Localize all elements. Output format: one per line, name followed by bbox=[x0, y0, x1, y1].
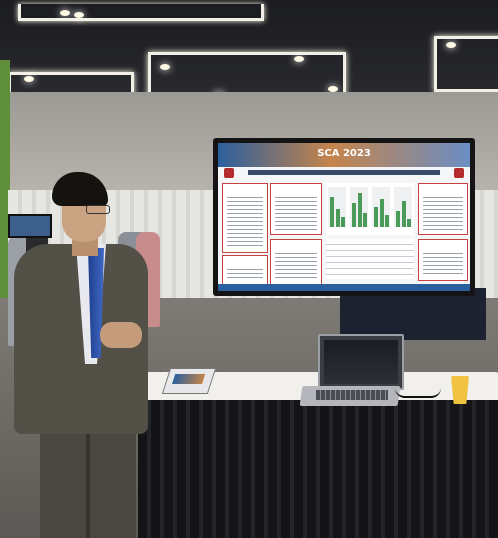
poster-table bbox=[326, 239, 414, 279]
crest-icon bbox=[224, 168, 234, 178]
poster-title-bar bbox=[248, 170, 440, 175]
ceiling-lamp bbox=[74, 12, 84, 18]
poster-section bbox=[418, 239, 468, 281]
background-monitor bbox=[8, 214, 52, 238]
laptop-screen bbox=[318, 334, 404, 390]
poster-footer bbox=[218, 284, 470, 291]
laptop-keyboard bbox=[316, 390, 388, 400]
poster-screen: SCA 2023 bbox=[218, 143, 470, 291]
ceiling-light-frame bbox=[18, 4, 264, 21]
ceiling-lamp bbox=[160, 64, 170, 70]
ceiling-light-frame bbox=[434, 36, 498, 92]
ceiling-lamp bbox=[24, 76, 34, 82]
presentation-monitor: SCA 2023 bbox=[213, 138, 475, 296]
presenter-hands bbox=[100, 322, 142, 348]
presenter-glasses bbox=[86, 205, 110, 214]
coffee-cup bbox=[451, 376, 469, 404]
presenter-hair bbox=[52, 172, 108, 206]
poster-section bbox=[270, 239, 322, 285]
laptop-cable bbox=[395, 388, 441, 398]
poster-section bbox=[222, 183, 268, 253]
poster-section bbox=[222, 255, 268, 285]
banner-title: SCA 2023 bbox=[317, 148, 371, 159]
monitor-stand bbox=[340, 288, 486, 340]
ceiling-lamp bbox=[328, 86, 338, 92]
ceiling-lamp bbox=[294, 56, 304, 62]
green-wall-panel bbox=[0, 60, 10, 300]
table-skirt bbox=[138, 400, 498, 538]
crest-icon bbox=[454, 168, 464, 178]
poster-section bbox=[270, 183, 322, 235]
poster-section bbox=[418, 183, 468, 235]
poster-charts bbox=[326, 183, 414, 235]
ceiling-lamp bbox=[60, 10, 70, 16]
ceiling-lamp bbox=[446, 42, 456, 48]
poster-banner: SCA 2023 bbox=[218, 143, 470, 167]
presenter-trousers bbox=[40, 420, 136, 538]
